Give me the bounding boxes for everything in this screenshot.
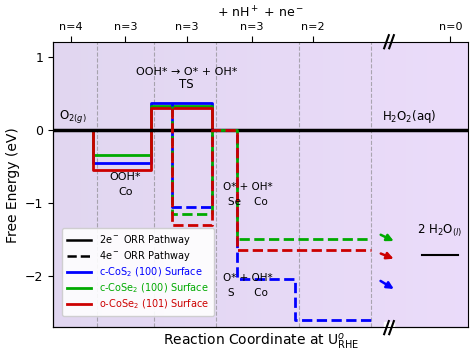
Text: Co: Co — [118, 187, 133, 197]
Bar — [274, 43, 282, 327]
Bar — [289, 43, 295, 327]
Bar — [441, 43, 447, 327]
X-axis label: + nH$^+$ + ne$^-$: + nH$^+$ + ne$^-$ — [217, 6, 304, 21]
Bar — [282, 43, 289, 327]
Text: O* + OH*: O* + OH* — [223, 273, 273, 283]
Bar — [344, 43, 351, 327]
Bar — [205, 43, 212, 327]
Bar — [365, 43, 372, 327]
Bar — [81, 43, 88, 327]
Bar — [330, 43, 337, 327]
Bar — [136, 43, 143, 327]
Bar — [212, 43, 219, 327]
Bar — [261, 43, 268, 327]
Bar — [351, 43, 358, 327]
Bar — [60, 43, 67, 327]
Bar — [240, 43, 247, 327]
Bar — [399, 43, 406, 327]
Bar — [455, 43, 462, 327]
Text: S      Co: S Co — [228, 288, 268, 298]
Bar — [74, 43, 81, 327]
Bar — [109, 43, 116, 327]
Bar — [413, 43, 420, 327]
Text: Se    Co: Se Co — [228, 197, 268, 207]
Bar — [150, 43, 157, 327]
Bar — [219, 43, 226, 327]
Text: OOH*: OOH* — [109, 173, 141, 183]
X-axis label: Reaction Coordinate at U$^o_{\rm RHE}$: Reaction Coordinate at U$^o_{\rm RHE}$ — [163, 333, 359, 352]
Bar — [358, 43, 365, 327]
Bar — [406, 43, 413, 327]
Bar — [95, 43, 101, 327]
Bar — [372, 43, 378, 327]
Bar — [447, 43, 455, 327]
Bar — [164, 43, 171, 327]
Bar — [88, 43, 95, 327]
Text: OOH* → O* + OH*: OOH* → O* + OH* — [136, 67, 237, 77]
Bar — [157, 43, 164, 327]
Bar — [392, 43, 399, 327]
Bar — [226, 43, 233, 327]
Text: TS: TS — [180, 78, 194, 91]
Bar — [434, 43, 441, 327]
Bar — [385, 43, 392, 327]
Bar — [462, 43, 468, 327]
Bar — [378, 43, 385, 327]
Bar — [116, 43, 122, 327]
Bar — [316, 43, 323, 327]
Bar — [143, 43, 150, 327]
Bar — [199, 43, 205, 327]
Bar — [254, 43, 261, 327]
Bar — [309, 43, 316, 327]
Y-axis label: Free Energy (eV): Free Energy (eV) — [6, 127, 19, 242]
Bar — [53, 43, 60, 327]
Bar — [420, 43, 427, 327]
Bar — [185, 43, 191, 327]
Text: 2 H$_2$O$_{(l)}$: 2 H$_2$O$_{(l)}$ — [417, 223, 462, 240]
Bar — [337, 43, 344, 327]
Legend: 2e$^-$ ORR Pathway, 4e$^-$ ORR Pathway, c-CoS$_2$ (100) Surface, c-CoSe$_2$ (100: 2e$^-$ ORR Pathway, 4e$^-$ ORR Pathway, … — [62, 228, 214, 316]
Bar — [302, 43, 309, 327]
Bar — [191, 43, 199, 327]
Bar — [295, 43, 302, 327]
Bar — [101, 43, 109, 327]
Bar — [129, 43, 136, 327]
Bar — [427, 43, 434, 327]
Text: O* + OH*: O* + OH* — [223, 182, 273, 192]
Bar — [178, 43, 185, 327]
Text: O$_{2(g)}$: O$_{2(g)}$ — [59, 108, 86, 125]
Text: H$_2$O$_2$(aq): H$_2$O$_2$(aq) — [382, 108, 436, 125]
Bar — [122, 43, 129, 327]
Bar — [171, 43, 178, 327]
Bar — [247, 43, 254, 327]
Bar — [67, 43, 74, 327]
Bar — [268, 43, 274, 327]
Bar — [233, 43, 240, 327]
Bar — [384, 322, 394, 330]
Bar — [323, 43, 330, 327]
